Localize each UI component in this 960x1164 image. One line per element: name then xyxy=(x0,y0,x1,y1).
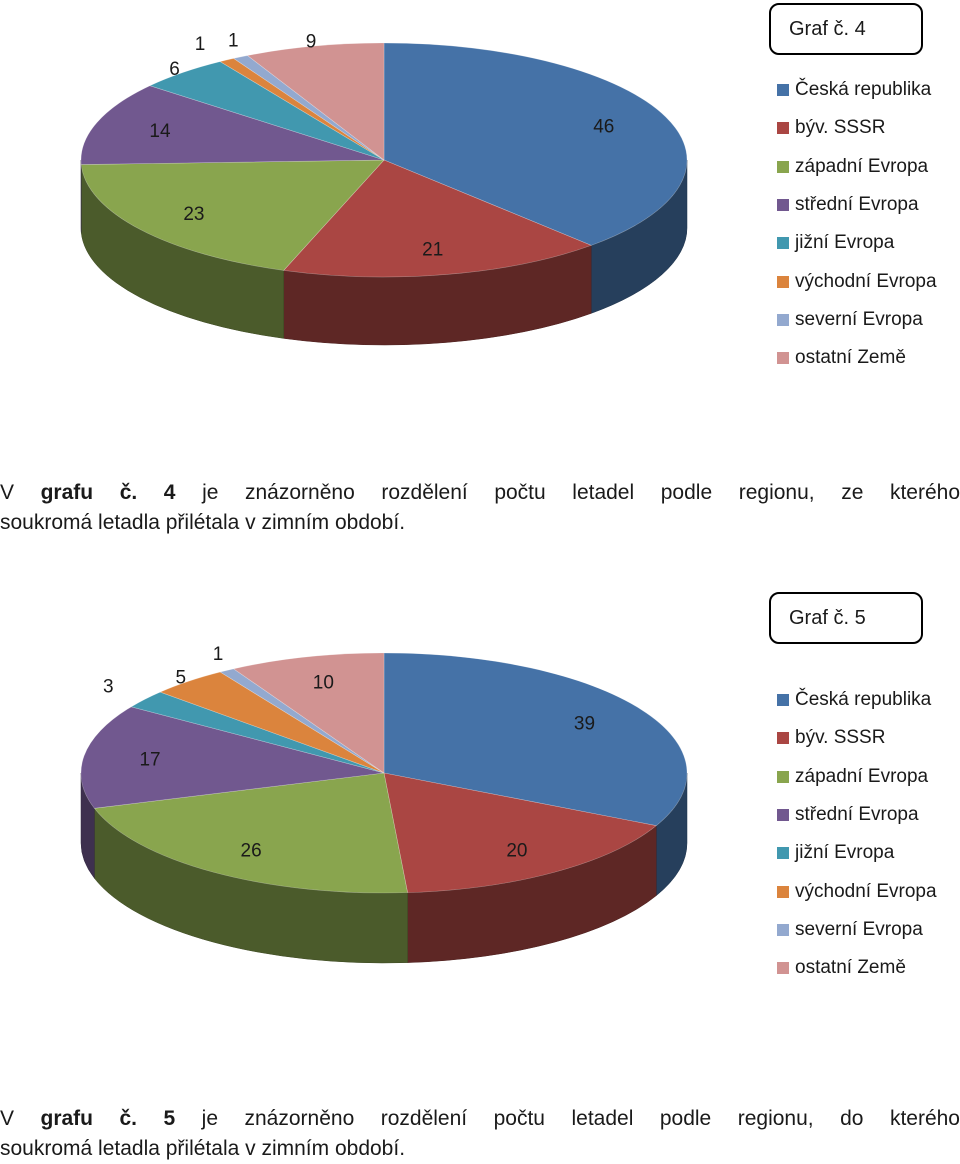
data-label-vychodni-evropa: 1 xyxy=(195,34,206,55)
legend-label: východní Evropa xyxy=(795,881,937,903)
data-label-byv-sssr: 21 xyxy=(422,239,443,260)
data-label-ceska-republika: 46 xyxy=(593,116,614,137)
data-label-severni-evropa: 1 xyxy=(213,644,224,665)
legend-swatch xyxy=(777,199,789,211)
legend-label: jižní Evropa xyxy=(795,232,894,254)
legend-label: východní Evropa xyxy=(795,271,937,293)
data-label-byv-sssr: 20 xyxy=(506,840,527,861)
legend-label: severní Evropa xyxy=(795,309,923,331)
legend-item-severni-evropa: severní Evropa xyxy=(777,911,937,949)
legend-item-stredni-evropa: střední Evropa xyxy=(777,796,937,834)
legend-label: Česká republika xyxy=(795,79,931,101)
legend-label: severní Evropa xyxy=(795,919,923,941)
data-label-vychodni-evropa: 5 xyxy=(175,668,186,689)
data-label-severni-evropa: 1 xyxy=(228,31,239,52)
legend-item-zapadni-evropa: západní Evropa xyxy=(777,758,937,796)
legend-label: ostatní Země xyxy=(795,347,906,369)
data-label-zapadni-evropa: 26 xyxy=(241,840,262,861)
legend-label: západní Evropa xyxy=(795,766,928,788)
legend-item-byv-sssr: býv. SSSR xyxy=(777,109,937,147)
caption-text-line2: soukromá letadla přilétala v zimním obdo… xyxy=(0,508,960,538)
legend-swatch xyxy=(777,962,789,974)
data-label-jizni-evropa: 3 xyxy=(103,676,114,697)
legend-swatch xyxy=(777,237,789,249)
caption-prefix: V xyxy=(0,1107,41,1130)
data-label-stredni-evropa: 17 xyxy=(139,750,160,771)
legend-label: Česká republika xyxy=(795,689,931,711)
caption-text-line2: soukromá letadla přilétala v zimním obdo… xyxy=(0,1134,960,1164)
legend-label: býv. SSSR xyxy=(795,727,885,749)
caption-text: je znázorněno rozdělení počtu letadel po… xyxy=(175,1107,960,1130)
data-label-ostatni-zeme: 10 xyxy=(313,673,334,694)
legend-item-byv-sssr: býv. SSSR xyxy=(777,719,937,757)
legend-swatch xyxy=(777,809,789,821)
legend-swatch xyxy=(777,924,789,936)
legend-item-ceska-republika: Česká republika xyxy=(777,681,937,719)
chart-5-caption: V grafu č. 5 je znázorněno rozdělení poč… xyxy=(0,1104,960,1164)
legend-swatch xyxy=(777,84,789,96)
legend-item-severni-evropa: severní Evropa xyxy=(777,301,937,339)
legend-label: jižní Evropa xyxy=(795,842,894,864)
legend-label: býv. SSSR xyxy=(795,117,885,139)
legend-swatch xyxy=(777,352,789,364)
data-label-jizni-evropa: 6 xyxy=(169,59,180,80)
legend-item-ceska-republika: Česká republika xyxy=(777,71,937,109)
legend-item-vychodni-evropa: východní Evropa xyxy=(777,262,937,300)
pie-slices xyxy=(81,653,687,893)
chart-4-title-box: Graf č. 4 xyxy=(769,3,923,55)
caption-bold-ref: grafu č. 4 xyxy=(41,481,176,504)
chart-5-legend: Česká republika býv. SSSR západní Evropa st… xyxy=(777,681,937,987)
data-label-ceska-republika: 39 xyxy=(574,713,595,734)
data-label-ostatni-zeme: 9 xyxy=(306,32,317,53)
legend-item-stredni-evropa: střední Evropa xyxy=(777,186,937,224)
caption-prefix: V xyxy=(0,481,41,504)
legend-swatch xyxy=(777,276,789,288)
legend-item-ostatni-zeme: ostatní Země xyxy=(777,949,937,987)
legend-item-jizni-evropa: jižní Evropa xyxy=(777,224,937,262)
data-label-stredni-evropa: 14 xyxy=(149,121,171,142)
legend-swatch xyxy=(777,694,789,706)
legend-label: ostatní Země xyxy=(795,957,906,979)
caption-bold-ref: grafu č. 5 xyxy=(41,1107,176,1130)
legend-item-zapadni-evropa: západní Evropa xyxy=(777,148,937,186)
chart-5-title-box: Graf č. 5 xyxy=(769,592,923,644)
legend-swatch xyxy=(777,847,789,859)
legend-label: střední Evropa xyxy=(795,804,919,826)
legend-label: střední Evropa xyxy=(795,194,919,216)
legend-swatch xyxy=(777,886,789,898)
legend-label: západní Evropa xyxy=(795,156,928,178)
chart-4-caption: V grafu č. 4 je znázorněno rozdělení poč… xyxy=(0,478,960,538)
legend-item-jizni-evropa: jižní Evropa xyxy=(777,834,937,872)
legend-item-ostatni-zeme: ostatní Země xyxy=(777,339,937,377)
legend-swatch xyxy=(777,732,789,744)
legend-swatch xyxy=(777,161,789,173)
chart-4-legend: Česká republika býv. SSSR západní Evropa st… xyxy=(777,71,937,377)
legend-swatch xyxy=(777,771,789,783)
legend-item-vychodni-evropa: východní Evropa xyxy=(777,872,937,910)
caption-text: je znázorněno rozdělení počtu letadel po… xyxy=(175,481,960,504)
legend-swatch xyxy=(777,314,789,326)
data-label-zapadni-evropa: 23 xyxy=(183,204,204,225)
legend-swatch xyxy=(777,122,789,134)
